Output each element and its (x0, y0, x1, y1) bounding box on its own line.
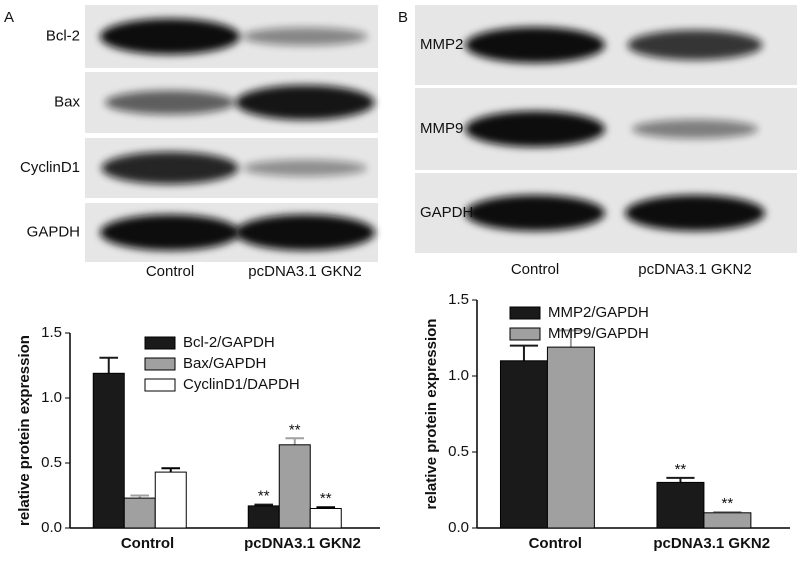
legend-swatch (509, 306, 541, 320)
blot-label: Bcl-2 (46, 27, 80, 44)
blot-label: MMP2 (420, 36, 463, 53)
bar (92, 372, 125, 529)
blot-band (465, 111, 605, 147)
significance-label: ** (289, 421, 301, 438)
bar (499, 360, 548, 529)
legend-swatch (144, 378, 176, 392)
blot-band (105, 90, 235, 115)
lane-label: pcDNA3.1 GKN2 (638, 261, 751, 278)
legend-swatch (144, 336, 176, 350)
y-tick-label: 1.0 (448, 367, 469, 384)
x-tick-label: Control (121, 535, 174, 552)
blot-band (243, 159, 367, 177)
blot-band (465, 195, 605, 231)
y-tick-label: 0.0 (448, 519, 469, 536)
bar (278, 444, 311, 529)
y-axis-label: relative protein expression (423, 319, 440, 510)
legend-label: MMP9/GAPDH (548, 325, 649, 342)
bar (703, 512, 752, 529)
blot-label: Bax (54, 93, 80, 110)
lane-label: Control (511, 261, 559, 278)
blot-band (235, 85, 375, 120)
blot-band (100, 214, 240, 251)
y-tick-label: 1.5 (41, 324, 62, 341)
blot-band (625, 195, 765, 231)
lane-label: pcDNA3.1 GKN2 (248, 263, 361, 280)
y-tick-label: 1.5 (448, 291, 469, 308)
blot-band (632, 119, 758, 139)
blot-band (242, 27, 368, 46)
legend-label: CyclinD1/DAPDH (183, 376, 300, 393)
blot-band (235, 214, 375, 251)
x-tick-label: pcDNA3.1 GKN2 (653, 535, 770, 552)
y-tick-label: 0.0 (41, 519, 62, 536)
bar (123, 497, 156, 529)
significance-label: ** (675, 461, 687, 478)
significance-label: ** (258, 488, 270, 505)
bar (154, 471, 187, 529)
significance-label: ** (722, 495, 734, 512)
blot-label: GAPDH (420, 204, 473, 221)
x-tick-label: pcDNA3.1 GKN2 (244, 535, 361, 552)
blot-band (627, 30, 763, 60)
y-tick-label: 0.5 (41, 454, 62, 471)
legend-label: Bcl-2/GAPDH (183, 334, 275, 351)
blot-label: GAPDH (27, 223, 80, 240)
bar (247, 505, 280, 529)
panel-label: A (4, 9, 14, 26)
blot-band (100, 18, 240, 55)
legend-swatch (509, 327, 541, 341)
blot-band (465, 27, 605, 63)
bar (546, 346, 595, 529)
panel-label: B (398, 9, 408, 26)
bar (656, 481, 705, 529)
blot-band (101, 151, 239, 185)
legend-label: MMP2/GAPDH (548, 304, 649, 321)
legend-swatch (144, 357, 176, 371)
y-axis-label: relative protein expression (16, 335, 33, 526)
y-tick-label: 1.0 (41, 389, 62, 406)
y-tick-label: 0.5 (448, 443, 469, 460)
significance-label: ** (320, 490, 332, 507)
lane-label: Control (146, 263, 194, 280)
blot-label: MMP9 (420, 120, 463, 137)
legend-label: Bax/GAPDH (183, 355, 266, 372)
blot-label: CyclinD1 (20, 159, 80, 176)
x-tick-label: Control (529, 535, 582, 552)
bar (309, 508, 342, 529)
